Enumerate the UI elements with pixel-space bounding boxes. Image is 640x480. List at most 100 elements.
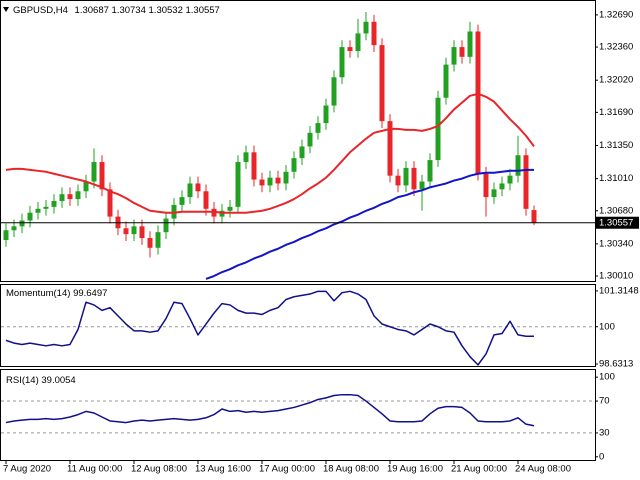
candle-body — [371, 21, 377, 46]
candle-body — [283, 171, 289, 184]
current-price-box — [595, 216, 639, 229]
candle-body — [491, 189, 497, 198]
y-tick-label: 100 — [599, 321, 615, 332]
candle-body — [475, 31, 481, 174]
y-tick-label: 1.30010 — [599, 271, 633, 282]
candle-body — [27, 212, 33, 221]
candle-body — [387, 121, 393, 176]
candle-body — [259, 179, 265, 186]
candle-body — [99, 162, 105, 190]
x-tick-label: 13 Aug 16:00 — [195, 464, 251, 475]
candle-body — [179, 197, 185, 205]
candle-body — [339, 47, 345, 78]
candle-body — [347, 47, 353, 51]
rsi-panel — [0, 369, 596, 461]
x-tick-label: 24 Aug 08:00 — [515, 464, 571, 475]
moving-average — [5, 92, 535, 214]
candle-body — [443, 64, 449, 98]
candle-body — [531, 210, 537, 223]
candle-body — [19, 220, 25, 227]
candle-body — [403, 167, 409, 186]
symbol: GBPUSD,H4 — [13, 5, 68, 16]
candle-body — [139, 226, 145, 239]
x-tick-label: 7 Aug 2020 — [3, 464, 51, 475]
candle-body — [323, 105, 329, 124]
candle-body — [163, 218, 169, 233]
candle-body — [107, 189, 113, 217]
candle-body — [51, 201, 57, 207]
indicator-value: 99.6497 — [73, 288, 107, 299]
candle-body — [187, 183, 193, 198]
candle-body — [75, 191, 81, 200]
candle-body — [427, 160, 433, 182]
y-tick-label: 100 — [599, 372, 615, 383]
y-tick-label: 1.32360 — [599, 42, 633, 53]
open-value: 1.30687 — [75, 5, 109, 16]
candle-body — [3, 230, 9, 240]
y-tick-label: 30 — [599, 427, 610, 438]
indicator-line — [5, 393, 535, 427]
candle-body — [299, 146, 305, 159]
candle-body — [11, 226, 17, 231]
high-value: 1.30734 — [112, 5, 146, 16]
y-tick-label: 1.31010 — [599, 173, 633, 184]
candle-body — [251, 152, 257, 180]
candle-body — [227, 206, 233, 211]
candle-body — [379, 45, 385, 122]
candle-body — [147, 238, 153, 248]
y-tick-label: 70 — [599, 396, 610, 407]
y-tick-label: 1.32020 — [599, 75, 633, 86]
candle-body — [363, 21, 369, 34]
chart-header: GBPUSD,H4 1.30687 1.30734 1.30532 1.3055… — [13, 5, 220, 16]
candle-body — [195, 183, 201, 192]
menu-arrow[interactable] — [3, 7, 9, 12]
candle-body — [419, 181, 425, 190]
candle-body — [275, 177, 281, 184]
candle-body — [59, 194, 65, 202]
candle-body — [123, 228, 129, 235]
y-tick-label: 1.31350 — [599, 140, 633, 151]
candle-body — [307, 132, 313, 147]
candle-body — [315, 123, 321, 133]
x-tick-label: 17 Aug 00:00 — [259, 464, 315, 475]
candle-body — [331, 77, 337, 106]
indicator-name: Momentum(14) — [6, 288, 70, 299]
x-tick-label: 11 Aug 00:00 — [67, 464, 122, 475]
candle-body — [435, 97, 441, 161]
y-tick-label: 0 — [599, 451, 604, 462]
moving-average — [205, 168, 534, 280]
candle-body — [411, 167, 417, 190]
candle-body — [355, 33, 361, 51]
indicator-name: RSI(14) — [6, 375, 39, 386]
y-tick-label: 1.30340 — [599, 238, 633, 249]
candle-body — [35, 208, 41, 213]
candle-body — [483, 173, 489, 198]
price-panel — [0, 0, 596, 282]
y-tick-label: 101.3148 — [599, 285, 639, 296]
candle-body — [43, 206, 49, 209]
momentum-panel — [0, 284, 596, 367]
candle-body — [499, 183, 505, 190]
candle-body — [67, 194, 73, 200]
current-price-label: 1.30557 — [599, 217, 633, 228]
candle-body — [235, 162, 241, 207]
candle-body — [83, 181, 89, 192]
x-tick-label: 19 Aug 16:00 — [387, 464, 443, 475]
x-tick-label: 18 Aug 08:00 — [323, 464, 379, 475]
low-value: 1.30532 — [149, 5, 183, 16]
candle-body — [155, 232, 161, 248]
candle-body — [523, 155, 529, 209]
x-tick-label: 21 Aug 00:00 — [451, 464, 507, 475]
y-tick-label: 1.30680 — [599, 205, 633, 216]
candle-body — [395, 175, 401, 186]
candle-body — [203, 191, 209, 209]
candle-body — [515, 155, 521, 176]
candle-body — [91, 162, 97, 182]
y-tick-label: 1.31690 — [599, 107, 633, 118]
candle-body — [507, 175, 513, 184]
candle-body — [243, 152, 249, 163]
candle-body — [459, 47, 465, 57]
x-tick-label: 12 Aug 08:00 — [131, 464, 187, 475]
